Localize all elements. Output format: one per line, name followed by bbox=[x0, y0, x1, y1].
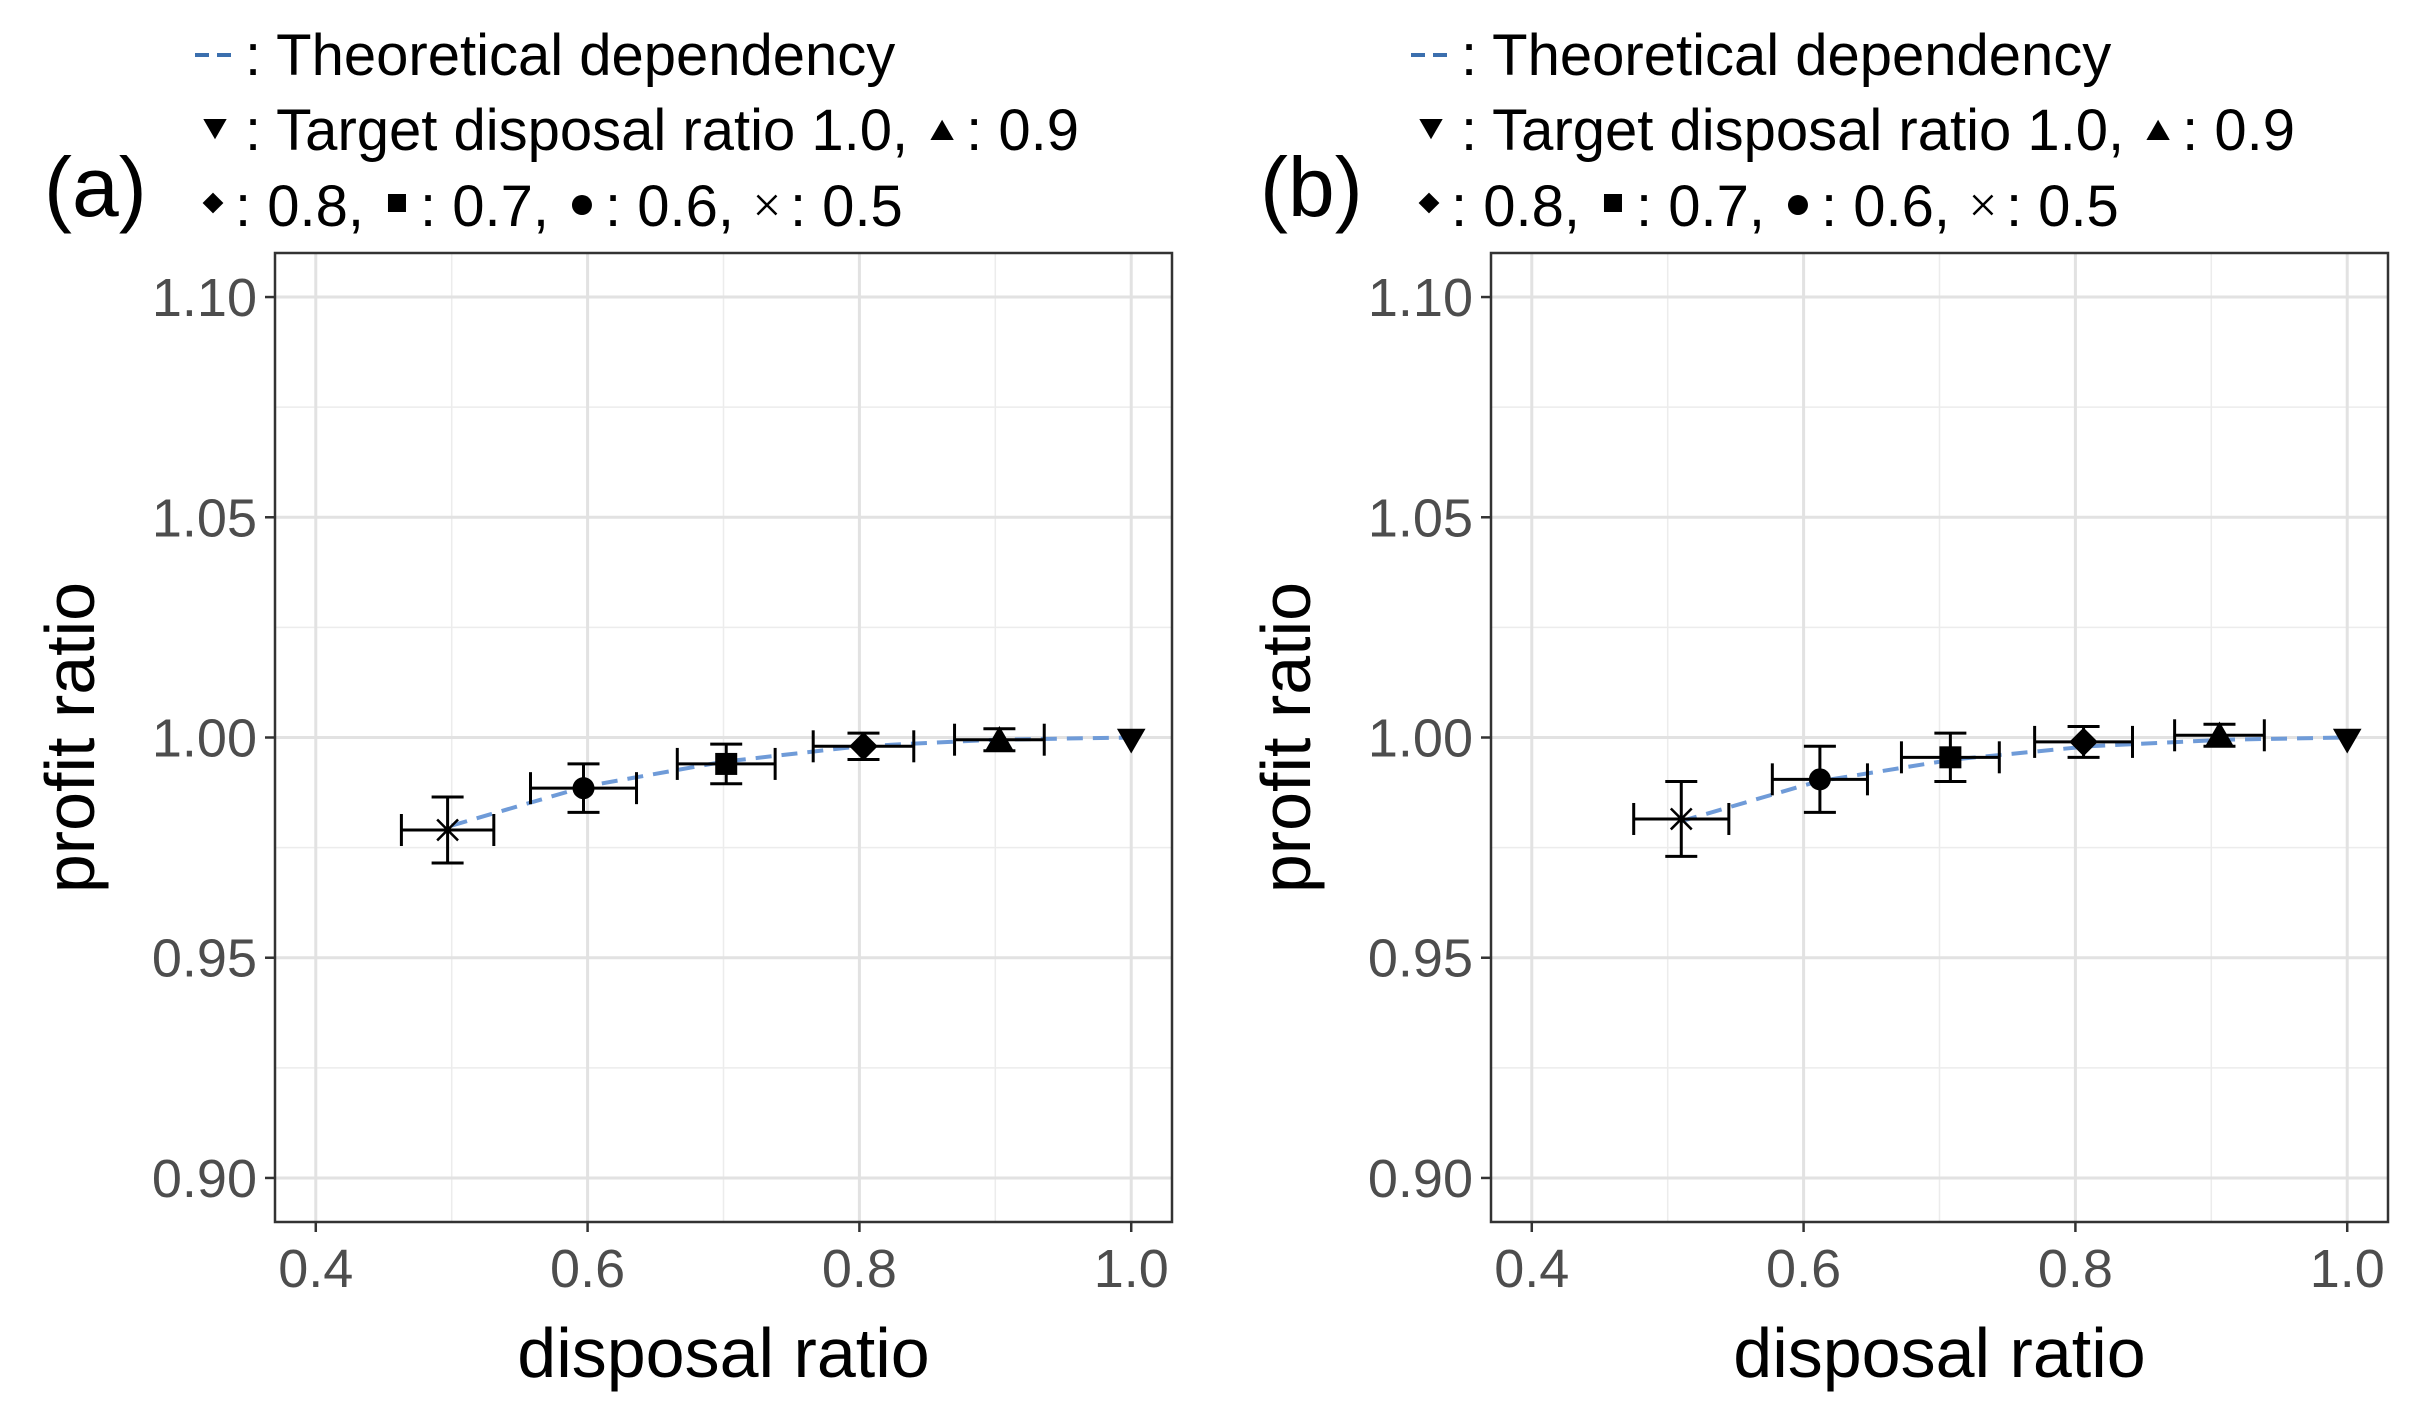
legend-text-09: : 0.9 bbox=[966, 98, 1079, 163]
data-point-0.8 bbox=[2033, 724, 2134, 759]
legend: : Theoretical dependency : Target disposa… bbox=[195, 23, 1079, 239]
legend-text-target: : Target disposal ratio 1.0, bbox=[1461, 98, 2124, 163]
theory-line bbox=[1680, 735, 2348, 824]
y-axis-title: profit ratio bbox=[1247, 582, 1325, 893]
marker-cross bbox=[1669, 807, 1693, 831]
y-tick-label: 0.90 bbox=[152, 1149, 257, 1209]
data-point-0.6 bbox=[529, 762, 639, 814]
legend-text-theory: : Theoretical dependency bbox=[245, 23, 895, 88]
data-point-0.8 bbox=[811, 730, 916, 763]
legend-text-06: : 0.6, bbox=[1821, 174, 1950, 239]
panel-label: (a) bbox=[44, 140, 147, 234]
x-tick-label: 1.0 bbox=[1094, 1239, 1169, 1299]
y-tick-label: 1.10 bbox=[152, 268, 257, 328]
data-point-0.5 bbox=[1632, 780, 1731, 858]
legend-triangle-down-icon bbox=[1419, 119, 1443, 140]
data-point-0.9 bbox=[2173, 719, 2266, 752]
data-point-1.0 bbox=[1116, 728, 1146, 754]
y-tick-label: 1.05 bbox=[152, 488, 257, 548]
gridlines bbox=[275, 253, 1172, 1222]
legend-text-07: : 0.7, bbox=[420, 174, 549, 239]
legend: : Theoretical dependency : Target disposa… bbox=[1411, 23, 2295, 239]
marker-triangle-up bbox=[985, 725, 1014, 751]
legend-text-06: : 0.6, bbox=[605, 174, 734, 239]
data-point-0.9 bbox=[953, 723, 1046, 756]
marker-triangle-down bbox=[1116, 728, 1146, 754]
x-tick-label: 1.0 bbox=[2310, 1239, 2385, 1299]
x-tick-label: 0.6 bbox=[550, 1239, 625, 1299]
legend-square-icon bbox=[387, 194, 406, 212]
x-tick-label: 0.4 bbox=[1494, 1239, 1569, 1299]
legend-triangle-down-icon bbox=[203, 119, 227, 140]
gridlines bbox=[1491, 253, 2388, 1222]
theory-line bbox=[451, 735, 1132, 828]
legend-cross-icon bbox=[1972, 194, 1994, 216]
legend-text-07: : 0.7, bbox=[1636, 174, 1765, 239]
legend-text-08: : 0.8, bbox=[235, 174, 364, 239]
y-tick-label: 0.90 bbox=[1368, 1149, 1473, 1209]
legend-text-05: : 0.5 bbox=[2006, 174, 2119, 239]
marker-square bbox=[1939, 746, 1962, 769]
legend-cross-icon bbox=[756, 194, 778, 216]
marker-cross bbox=[436, 818, 459, 842]
legend-text-09: : 0.9 bbox=[2182, 98, 2295, 163]
legend-square-icon bbox=[1603, 194, 1622, 212]
data-point-0.6 bbox=[1770, 744, 1869, 814]
legend-triangle-up-icon bbox=[930, 119, 954, 140]
legend-circle-icon bbox=[571, 195, 592, 215]
panel-label: (b) bbox=[1260, 140, 1363, 234]
y-tick-label: 0.95 bbox=[152, 929, 257, 989]
marker-circle bbox=[572, 777, 595, 800]
legend-text-target: : Target disposal ratio 1.0, bbox=[245, 98, 908, 163]
marker-square bbox=[715, 752, 738, 775]
y-tick-label: 1.00 bbox=[1368, 709, 1473, 769]
marker-diamond bbox=[849, 732, 878, 761]
y-tick-label: 0.95 bbox=[1368, 929, 1473, 989]
legend-text-05: : 0.5 bbox=[790, 174, 903, 239]
data-point-1.0 bbox=[2332, 728, 2362, 754]
legend-text-08: : 0.8, bbox=[1451, 174, 1580, 239]
marker-triangle-up bbox=[2205, 721, 2234, 747]
marker-triangle-down bbox=[2332, 728, 2362, 754]
legend-diamond-icon bbox=[202, 192, 224, 214]
x-axis-title: disposal ratio bbox=[517, 1314, 929, 1392]
legend-text-theory: : Theoretical dependency bbox=[1461, 23, 2111, 88]
data-point-0.7 bbox=[675, 742, 777, 786]
y-axis-title: profit ratio bbox=[31, 582, 109, 893]
marker-diamond bbox=[2069, 727, 2098, 757]
y-tick-label: 1.00 bbox=[152, 709, 257, 769]
data-point-0.5 bbox=[399, 795, 496, 865]
x-tick-label: 0.8 bbox=[2038, 1239, 2113, 1299]
legend-triangle-up-icon bbox=[2146, 119, 2170, 140]
legend-circle-icon bbox=[1787, 195, 1808, 215]
x-tick-label: 0.6 bbox=[1766, 1239, 1841, 1299]
x-tick-label: 0.8 bbox=[822, 1239, 897, 1299]
x-tick-label: 0.4 bbox=[278, 1239, 353, 1299]
chart-panel-b: 0.4 0.6 0.8 1.0 0.90 0.95 1.00 1.05 1.10 disposal… bbox=[1247, 23, 2390, 1392]
legend-diamond-icon bbox=[1418, 192, 1440, 214]
y-tick-label: 1.10 bbox=[1368, 268, 1473, 328]
x-axis-title: disposal ratio bbox=[1733, 1314, 2145, 1392]
chart-panel-a: 0.4 0.6 0.8 1.0 0.90 0.95 1.00 1.05 1.10 disposal… bbox=[31, 23, 1174, 1392]
marker-circle bbox=[1808, 768, 1831, 791]
y-tick-label: 1.05 bbox=[1368, 488, 1473, 548]
data-point-0.7 bbox=[1899, 731, 2001, 784]
